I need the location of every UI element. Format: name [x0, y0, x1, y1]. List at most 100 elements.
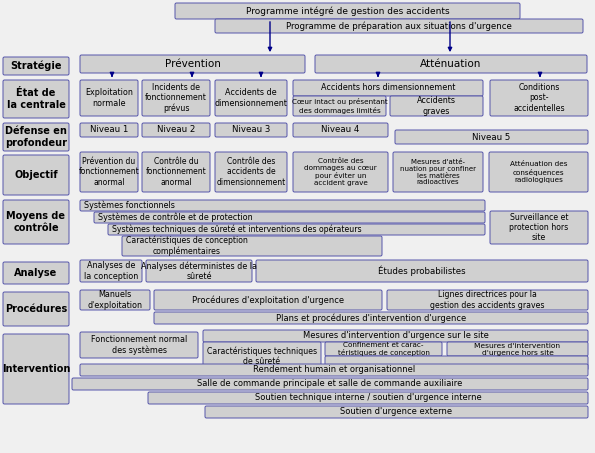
FancyBboxPatch shape [3, 262, 69, 284]
Text: État de
la centrale: État de la centrale [7, 88, 65, 110]
Text: Programme de préparation aux situations d'urgence: Programme de préparation aux situations … [286, 21, 512, 31]
Text: Prévention du
fonctionnement
anormal: Prévention du fonctionnement anormal [79, 157, 139, 187]
FancyBboxPatch shape [80, 332, 198, 358]
FancyBboxPatch shape [72, 378, 588, 390]
FancyBboxPatch shape [203, 342, 321, 370]
Text: Mesures d'atté-
nuation pour confiner
les matières
radioactives: Mesures d'atté- nuation pour confiner le… [400, 159, 476, 185]
FancyBboxPatch shape [3, 80, 69, 118]
Text: Analyse: Analyse [14, 268, 58, 278]
Text: Manuels
d'exploitation: Manuels d'exploitation [87, 290, 142, 310]
Text: Contrôle des
accidents de
dimensionnement: Contrôle des accidents de dimensionnemen… [217, 157, 286, 187]
Text: Moyens de
contrôle: Moyens de contrôle [7, 211, 65, 233]
FancyBboxPatch shape [215, 19, 583, 33]
FancyBboxPatch shape [3, 200, 69, 244]
FancyBboxPatch shape [293, 152, 388, 192]
Text: Niveau 5: Niveau 5 [472, 132, 511, 141]
FancyBboxPatch shape [154, 290, 382, 310]
Text: Procédures d'exploitation d'urgence: Procédures d'exploitation d'urgence [192, 295, 344, 305]
Text: Caractéristiques techniques
de sûreté: Caractéristiques techniques de sûreté [207, 346, 317, 366]
FancyBboxPatch shape [154, 312, 588, 324]
FancyBboxPatch shape [387, 290, 588, 310]
FancyBboxPatch shape [325, 356, 588, 370]
FancyBboxPatch shape [94, 212, 485, 223]
Text: Lignes directrices pour la
gestion des accidents graves: Lignes directrices pour la gestion des a… [430, 290, 545, 310]
Text: Analyses déterministes de la
sûreté: Analyses déterministes de la sûreté [141, 261, 257, 281]
Text: Incidents de
fonctionnement
prévus: Incidents de fonctionnement prévus [145, 83, 207, 113]
Text: Plans et procédures d'intervention d'urgence: Plans et procédures d'intervention d'urg… [276, 313, 466, 323]
FancyBboxPatch shape [80, 55, 305, 73]
FancyBboxPatch shape [142, 152, 210, 192]
Text: Défense en
profondeur: Défense en profondeur [5, 126, 67, 148]
FancyBboxPatch shape [215, 152, 287, 192]
Text: Niveau 2: Niveau 2 [157, 125, 195, 135]
FancyBboxPatch shape [3, 292, 69, 326]
FancyBboxPatch shape [490, 80, 588, 116]
Text: Systèmes fonctionnels: Systèmes fonctionnels [84, 201, 175, 210]
FancyBboxPatch shape [108, 224, 485, 235]
Text: Salle de commande principale et salle de commande auxiliaire: Salle de commande principale et salle de… [198, 380, 463, 389]
Text: Soutien technique interne / soutien d'urgence interne: Soutien technique interne / soutien d'ur… [255, 394, 481, 403]
Text: Programme intégré de gestion des accidents: Programme intégré de gestion des acciden… [246, 6, 449, 16]
FancyBboxPatch shape [148, 392, 588, 404]
FancyBboxPatch shape [80, 152, 138, 192]
Text: Mesures d'intervention
d'urgence hors site: Mesures d'intervention d'urgence hors si… [474, 342, 560, 356]
Text: Stratégie: Stratégie [10, 61, 62, 71]
FancyBboxPatch shape [393, 152, 483, 192]
Text: Fonctionnement normal
des systèmes: Fonctionnement normal des systèmes [91, 335, 187, 355]
FancyBboxPatch shape [122, 236, 382, 256]
FancyBboxPatch shape [205, 406, 588, 418]
Text: Accidents hors dimensionnement: Accidents hors dimensionnement [321, 83, 455, 92]
Text: Mesures d'intervention d'urgence sur le site: Mesures d'intervention d'urgence sur le … [303, 332, 488, 341]
Text: Rendement humain et organisationnel: Rendement humain et organisationnel [253, 366, 415, 375]
FancyBboxPatch shape [80, 364, 588, 376]
Text: Accidents de
dimensionnement: Accidents de dimensionnement [215, 88, 287, 108]
Text: Exploitation
normale: Exploitation normale [85, 88, 133, 108]
Text: Atténuation des
conséquences
radiologiques: Atténuation des conséquences radiologiqu… [510, 161, 567, 183]
FancyBboxPatch shape [447, 342, 588, 356]
Text: Conditions
post-
accidentelles: Conditions post- accidentelles [513, 83, 565, 113]
FancyBboxPatch shape [80, 200, 485, 211]
Text: Cœur intact ou présentant
des dommages limités: Cœur intact ou présentant des dommages l… [292, 98, 387, 114]
FancyBboxPatch shape [3, 155, 69, 195]
FancyBboxPatch shape [3, 123, 69, 151]
Text: Objectif: Objectif [14, 170, 58, 180]
FancyBboxPatch shape [146, 260, 252, 282]
FancyBboxPatch shape [293, 80, 483, 96]
Text: Prévention: Prévention [165, 59, 220, 69]
FancyBboxPatch shape [395, 130, 588, 144]
Text: Contrôle du
fonctionnement
anormal: Contrôle du fonctionnement anormal [146, 157, 206, 187]
Text: Surveillance et
protection hors
site: Surveillance et protection hors site [509, 212, 569, 242]
FancyBboxPatch shape [293, 96, 386, 116]
FancyBboxPatch shape [215, 80, 287, 116]
FancyBboxPatch shape [490, 211, 588, 244]
Text: Soutien d'urgence externe: Soutien d'urgence externe [340, 408, 453, 416]
Text: Systèmes de contrôle et de protection: Systèmes de contrôle et de protection [98, 213, 253, 222]
FancyBboxPatch shape [3, 334, 69, 404]
FancyBboxPatch shape [215, 123, 287, 137]
FancyBboxPatch shape [315, 55, 587, 73]
FancyBboxPatch shape [203, 330, 588, 342]
Text: Caractéristiques de conception
complémentaires: Caractéristiques de conception complémen… [126, 236, 248, 256]
Text: Études probabilistes: Études probabilistes [378, 266, 466, 276]
Text: Systèmes techniques de sûreté et interventions des opérateurs: Systèmes techniques de sûreté et interve… [112, 225, 362, 234]
FancyBboxPatch shape [256, 260, 588, 282]
FancyBboxPatch shape [142, 123, 210, 137]
FancyBboxPatch shape [80, 260, 142, 282]
FancyBboxPatch shape [293, 123, 388, 137]
FancyBboxPatch shape [142, 80, 210, 116]
FancyBboxPatch shape [325, 342, 442, 356]
Text: Intervention: Intervention [2, 364, 70, 374]
Text: Accidents
graves: Accidents graves [417, 96, 456, 116]
Text: Atténuation: Atténuation [420, 59, 482, 69]
Text: Niveau 3: Niveau 3 [232, 125, 270, 135]
Text: Niveau 4: Niveau 4 [321, 125, 360, 135]
Text: Confinement et carac-
téristiques de conception: Confinement et carac- téristiques de con… [337, 342, 430, 356]
Text: Analyses de
la conception: Analyses de la conception [84, 261, 138, 281]
FancyBboxPatch shape [3, 57, 69, 75]
FancyBboxPatch shape [80, 80, 138, 116]
FancyBboxPatch shape [175, 3, 520, 19]
FancyBboxPatch shape [489, 152, 588, 192]
FancyBboxPatch shape [80, 123, 138, 137]
FancyBboxPatch shape [390, 96, 483, 116]
Text: Contrôle des
dommages au cœur
pour éviter un
accident grave: Contrôle des dommages au cœur pour évite… [304, 158, 377, 186]
